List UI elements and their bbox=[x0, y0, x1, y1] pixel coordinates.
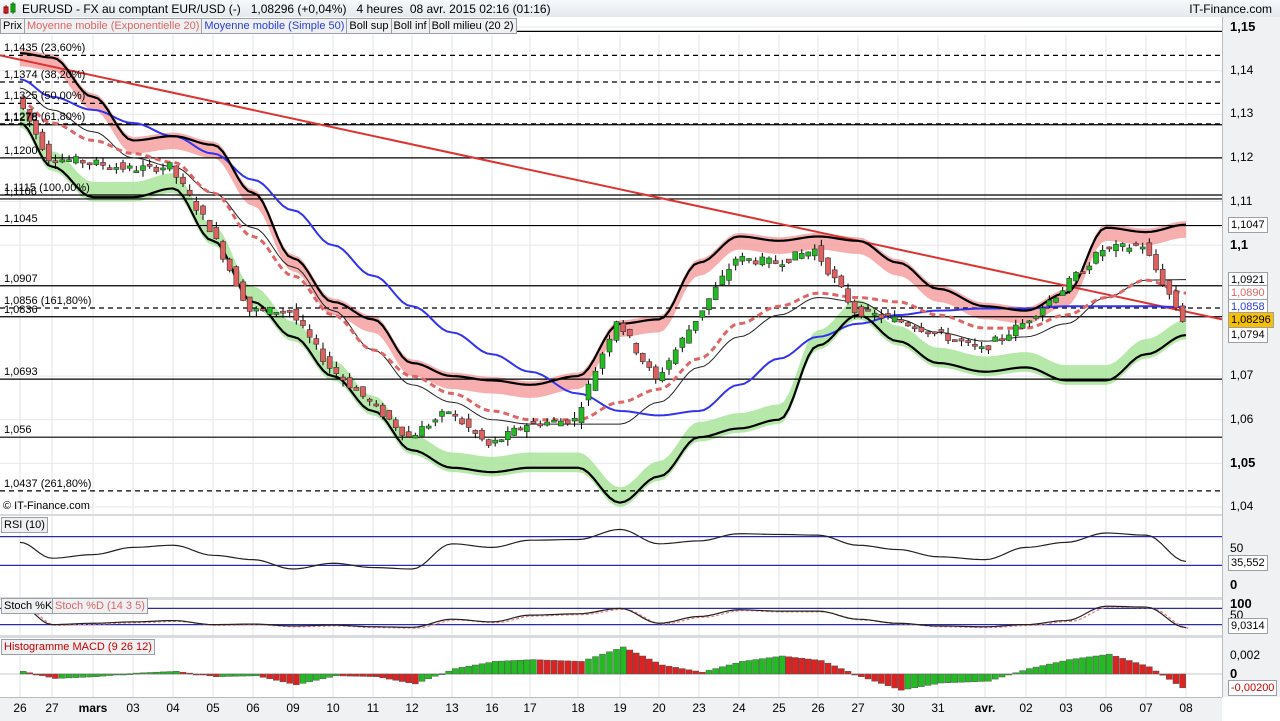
rsi-value-tag: 35,552 bbox=[1228, 555, 1268, 572]
time-axis-label: 17 bbox=[523, 701, 537, 715]
chart-title: EURUSD - FX au comptant EUR/USD (-) 1,08… bbox=[22, 2, 551, 16]
rsi-tick: 0 bbox=[1230, 577, 1238, 592]
time-axis-label: 07 bbox=[1139, 701, 1153, 715]
level-label: 1,1278 bbox=[4, 111, 38, 124]
time-axis-label: 10 bbox=[326, 701, 340, 715]
indicator-legend: Prix Moyenne mobile (Exponentielle 20) M… bbox=[0, 18, 517, 34]
candlestick-logo-icon bbox=[3, 2, 16, 14]
price-tick: 1,06 bbox=[1230, 411, 1254, 426]
level-label: 1,056 bbox=[4, 424, 32, 437]
time-axis-label: 03 bbox=[126, 701, 140, 715]
price-tick: 1,15 bbox=[1230, 19, 1256, 34]
level-label: 1,0693 bbox=[4, 366, 38, 379]
level-label: 1,0907 bbox=[4, 272, 38, 285]
legend-boll-inf[interactable]: Boll inf bbox=[390, 18, 430, 34]
time-axis-label: 06 bbox=[1099, 701, 1113, 715]
price-value-tag: 1,0890 bbox=[1228, 285, 1268, 302]
level-label: 1,1106 bbox=[4, 185, 37, 198]
level-label: 1,1200 bbox=[4, 144, 38, 157]
time-axis-label: 30 bbox=[891, 701, 905, 715]
price-tick: 1,13 bbox=[1230, 106, 1254, 121]
macd-value-tag: -0,00200 bbox=[1228, 680, 1278, 696]
time-axis-label: 25 bbox=[772, 701, 786, 715]
legend-boll-sup[interactable]: Boll sup bbox=[346, 18, 392, 34]
stoch-value-tag: 9,0314 bbox=[1228, 618, 1268, 634]
price-tick: 1,07 bbox=[1230, 368, 1254, 383]
stoch-d-label[interactable]: Stoch %D (14 3 5) bbox=[52, 598, 148, 614]
time-axis-label: 31 bbox=[931, 701, 945, 715]
time-axis-label: 12 bbox=[405, 701, 419, 715]
stoch-k-label[interactable]: Stoch %K bbox=[1, 598, 56, 614]
time-axis-label: 26 bbox=[811, 701, 825, 715]
time-axis-label: 18 bbox=[571, 701, 585, 715]
chart-canvas[interactable] bbox=[0, 0, 1222, 697]
legend-sma50[interactable]: Moyenne mobile (Simple 50) bbox=[201, 18, 348, 34]
macd-tick: 0 bbox=[1230, 666, 1238, 681]
macd-tick: 0,002 bbox=[1230, 648, 1261, 662]
level-label: 1,1374 (38,20%) bbox=[4, 68, 86, 81]
price-tick: 1,11 bbox=[1230, 193, 1253, 208]
price-value-tag: 1,1047 bbox=[1228, 216, 1268, 233]
time-axis-label: 27 bbox=[851, 701, 865, 715]
time-axis[interactable] bbox=[0, 697, 1222, 721]
time-axis-label: 06 bbox=[246, 701, 260, 715]
time-axis-label: 16 bbox=[485, 701, 499, 715]
time-axis-label: avr. bbox=[974, 701, 996, 715]
price-tick: 1,1 bbox=[1230, 237, 1249, 253]
time-axis-label: 23 bbox=[692, 701, 706, 715]
price-tick: 1,14 bbox=[1230, 62, 1254, 77]
level-label: 1,1115 (100,00%) bbox=[4, 181, 90, 194]
price-axis[interactable] bbox=[1222, 17, 1280, 697]
time-axis-label: 20 bbox=[652, 701, 666, 715]
legend-prix[interactable]: Prix bbox=[0, 18, 25, 34]
level-label: 1,1278 (61,80%) bbox=[4, 110, 86, 123]
time-axis-label: 08 bbox=[1179, 701, 1193, 715]
time-axis-label: 24 bbox=[732, 701, 746, 715]
time-axis-label: 11 bbox=[366, 701, 380, 715]
level-label: 1,1435 (23,60%) bbox=[4, 42, 86, 55]
price-value-tag: 1,08296 bbox=[1228, 311, 1274, 328]
price-tick: 1,04 bbox=[1230, 498, 1254, 513]
time-axis-label: 03 bbox=[1059, 701, 1073, 715]
rsi-tick: 50 bbox=[1230, 541, 1244, 555]
price-tick: 1,12 bbox=[1230, 149, 1254, 164]
level-label: 1,0836 bbox=[4, 303, 38, 316]
legend-ema20[interactable]: Moyenne mobile (Exponentielle 20) bbox=[23, 18, 203, 34]
price-tick: 1,05 bbox=[1230, 455, 1256, 471]
title-bar: EURUSD - FX au comptant EUR/USD (-) 1,08… bbox=[0, 0, 1280, 18]
legend-boll-mid[interactable]: Boll milieu (20 2) bbox=[428, 18, 517, 34]
time-axis-label: 05 bbox=[206, 701, 220, 715]
time-axis-label: 02 bbox=[1019, 701, 1033, 715]
level-label: 1,1045 bbox=[4, 212, 38, 225]
price-value-tag: 1,0921 bbox=[1228, 271, 1268, 288]
copyright-label: © IT-Finance.com bbox=[3, 500, 90, 512]
stoch-tick: 100 bbox=[1230, 596, 1252, 611]
price-value-tag: 1,0794 bbox=[1228, 327, 1268, 344]
time-axis-label: 27 bbox=[45, 701, 59, 715]
time-axis-label: 26 bbox=[13, 701, 27, 715]
time-axis-label: mars bbox=[78, 701, 108, 715]
rsi-panel-label[interactable]: RSI (10) bbox=[1, 517, 48, 533]
time-axis-label: 04 bbox=[166, 701, 180, 715]
time-axis-label: 19 bbox=[613, 701, 627, 715]
time-axis-label: 09 bbox=[286, 701, 300, 715]
time-axis-label: 13 bbox=[445, 701, 459, 715]
macd-panel-label[interactable]: Histogramme MACD (9 26 12) bbox=[1, 639, 155, 655]
level-label: 1,1325 (50,00%) bbox=[4, 90, 86, 103]
level-label: 1,0437 (261,80%) bbox=[4, 477, 92, 490]
brand-label: IT-Finance.com bbox=[1189, 2, 1272, 16]
level-label: 1,0856 (161,80%) bbox=[4, 295, 92, 308]
